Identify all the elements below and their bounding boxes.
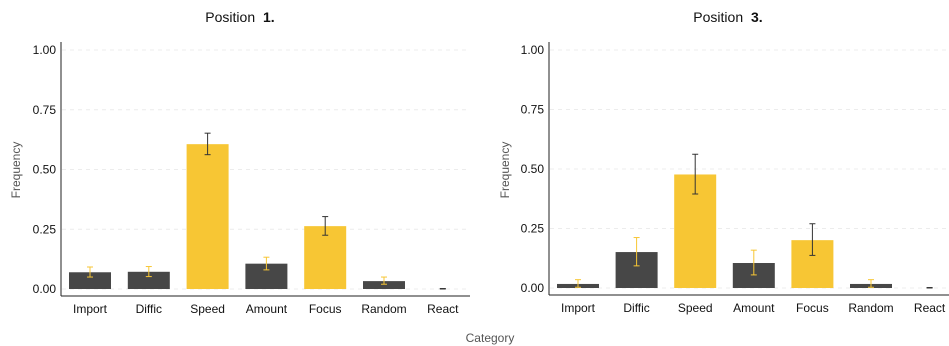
y-tick-label: 0.00 [33, 282, 57, 296]
x-tick-label: React [914, 301, 946, 315]
error-bar-random [381, 276, 387, 285]
y-tick-labels: 0.00 0.25 0.50 0.75 1.00 [521, 43, 545, 295]
x-axis-title: Category [466, 331, 515, 345]
bar-random [363, 281, 405, 289]
x-tick-label: Import [561, 301, 596, 315]
y-tick-label: 0.50 [33, 163, 57, 177]
x-tick-label: Import [73, 302, 108, 316]
error-bar-focus [809, 223, 816, 256]
y-tick-label: 0.75 [33, 103, 57, 117]
y-tick-label: 0.25 [521, 222, 545, 236]
x-tick-label: Speed [678, 301, 713, 315]
y-tick-label: 0.50 [521, 162, 545, 176]
bar-speed [186, 144, 229, 289]
x-tick-labels: Import Diffic Speed Amount Focus Random React [73, 302, 459, 316]
y-tick-label: 0.75 [521, 103, 545, 117]
error-bar-import [575, 279, 581, 288]
y-tick-label: 1.00 [521, 43, 545, 57]
error-bar-amount [750, 249, 757, 276]
x-tick-label: Random [848, 301, 893, 315]
grid [62, 49, 470, 290]
x-tick-label: Speed [190, 302, 225, 316]
x-tick-label: Random [361, 302, 406, 316]
x-tick-labels: Import Diffic Speed Amount Focus Random React [561, 301, 946, 315]
x-tick-label: Amount [733, 301, 775, 315]
x-tick-label: Focus [309, 302, 342, 316]
y-axis-title: Frequency [498, 142, 512, 199]
panel-position-3: Position 3. 0.00 0.25 0.50 0.75 1.00 Import D… [521, 9, 949, 315]
error-bars [87, 132, 446, 290]
bar-diffic [127, 271, 170, 289]
panel-title: Position 3. [693, 9, 762, 25]
y-tick-label: 1.00 [33, 43, 57, 57]
error-bar-random [868, 279, 874, 288]
panel-title-number: 1. [263, 9, 275, 25]
panel-position-1: Position 1. 0.00 0.25 0.50 0.75 1.00 Import D… [33, 9, 470, 316]
error-bar-diffic [633, 237, 640, 267]
y-tick-label: 0.00 [521, 281, 545, 295]
bars [69, 144, 405, 289]
x-tick-label: Amount [246, 302, 288, 316]
bar-focus [304, 226, 347, 289]
error-bar-import [87, 266, 93, 278]
y-tick-labels: 0.00 0.25 0.50 0.75 1.00 [33, 43, 57, 296]
error-bar-amount [263, 256, 270, 271]
x-tick-label: React [427, 302, 459, 316]
error-bars [575, 153, 933, 289]
error-bar-focus [322, 216, 329, 236]
y-axis-title: Frequency [9, 142, 23, 199]
error-bar-diffic [145, 266, 152, 278]
panel-title: Position 1. [205, 9, 274, 25]
error-bar-speed [204, 132, 211, 156]
x-tick-label: Diffic [136, 302, 162, 316]
y-tick-label: 0.25 [33, 222, 57, 236]
bars [557, 174, 892, 288]
panel-title-prefix: Position [693, 9, 743, 25]
x-tick-label: Focus [796, 301, 829, 315]
grid [550, 49, 949, 289]
bar-import [69, 272, 111, 289]
error-bar-speed [692, 153, 699, 195]
panel-title-number: 3. [751, 9, 763, 25]
axes [548, 42, 949, 296]
axes [60, 42, 470, 297]
panel-title-prefix: Position [205, 9, 255, 25]
x-tick-label: Diffic [623, 301, 649, 315]
